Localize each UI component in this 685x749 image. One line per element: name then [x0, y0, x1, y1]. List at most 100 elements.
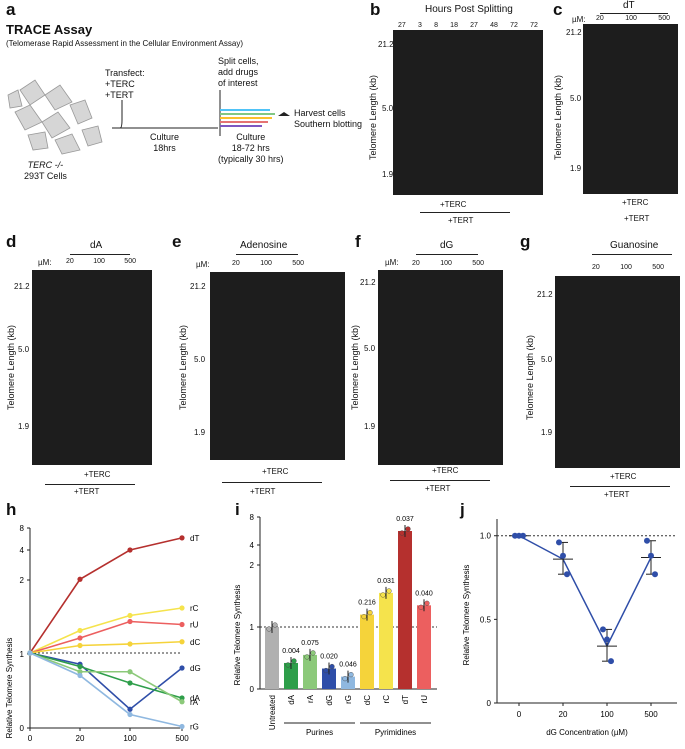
harvest-label: Harvest cells Southern blotting — [294, 108, 363, 129]
h-legend-rA: rA — [190, 698, 199, 707]
j-point — [604, 636, 610, 643]
h-point-rA — [127, 669, 133, 675]
j-point — [652, 571, 658, 578]
h-series-line-rA — [29, 652, 183, 703]
panel-letter-b: b — [370, 0, 381, 19]
gel-f-conc: 20 100 500 — [412, 260, 484, 267]
h-legend-dA: dA — [190, 694, 200, 703]
gel-e-kb-21: 21.2 — [190, 282, 206, 291]
gel-b-image — [393, 30, 543, 195]
transfect-label: Transfect: +TERC +TERT — [105, 68, 145, 100]
panel-letter-i: i — [235, 500, 240, 519]
h-xtick-label: 20 — [76, 734, 85, 743]
panel-letter-e: e — [172, 232, 182, 251]
h-point-dA — [179, 695, 185, 701]
i-point-rU — [418, 604, 424, 610]
j-ylabel: Relative Telomere Synthesis — [462, 565, 471, 666]
j-xtick-label: 100 — [600, 710, 614, 719]
h-series-line-dG — [29, 652, 183, 711]
gel-d-kb-5: 5.0 — [18, 345, 30, 354]
j-point — [608, 658, 614, 665]
gel-e-kb-19: 1.9 — [194, 428, 206, 437]
i-bar-dC — [360, 614, 374, 689]
cells-label: TERC -/- 293T Cells — [24, 160, 67, 181]
i-bar-Untreated — [265, 627, 279, 689]
i-xtick-label-dG: dG — [325, 695, 334, 706]
gel-d-conc: 20 100 500 — [66, 258, 136, 265]
i-bar-rA — [303, 654, 317, 689]
i-point-dG — [323, 667, 329, 674]
cells-illustration — [7, 79, 103, 155]
i-bar-dG — [322, 668, 336, 689]
j-xlabel: dG Concentration (µM) — [546, 728, 628, 737]
gel-e-conc: 20 100 500 — [232, 260, 304, 267]
i-pvalue-rG: 0.046 — [339, 662, 357, 669]
h-point-rG — [127, 711, 133, 718]
h-point-rU — [179, 621, 185, 628]
i-point-dT — [405, 526, 411, 532]
h-series-line-rG — [29, 652, 183, 728]
j-ytick-label: 0.5 — [480, 615, 492, 624]
chart-i: 0 1 2 4 8 Relative Telomere Synthesis Untreate… — [233, 513, 437, 737]
j-point — [560, 552, 566, 559]
i-ytick-label: 4 — [250, 541, 255, 550]
gel-f-terc: +TERC — [432, 466, 459, 475]
panel-letter-j: j — [460, 500, 465, 519]
h-ytick-label: 1 — [20, 650, 25, 659]
j-point — [600, 626, 606, 633]
gel-g-kb-19: 1.9 — [541, 428, 553, 437]
gel-b-kb-19: 1.9 — [382, 170, 394, 179]
gel-e-um: µM: — [196, 260, 210, 269]
j-point — [648, 552, 654, 559]
j-xtick-label: 0 — [517, 710, 522, 719]
chart-j: 0 0.5 1.0 0 20 100 500 dG Concentration (µM) Rel… — [462, 519, 677, 737]
gel-g-terc: +TERC — [610, 472, 637, 481]
h-point-rC — [179, 605, 185, 611]
gel-g-kb-21: 21.2 — [537, 290, 553, 299]
i-point-dT — [399, 530, 405, 536]
h-legend-rU: rU — [190, 621, 199, 630]
i-ytick-label: 2 — [250, 561, 255, 570]
h-point-rA — [77, 669, 83, 675]
gel-e-tert: +TERT — [250, 487, 276, 496]
h-ytick-label: 4 — [20, 546, 25, 555]
i-ytick-label: 8 — [250, 513, 255, 522]
j-mean-line — [518, 535, 652, 648]
panel-a-subtitle: (Telomerase Rapid Assessment in the Cell… — [6, 39, 243, 48]
h-point-dT — [179, 535, 185, 541]
i-point-dA — [291, 658, 297, 664]
gel-g-drug: Guanosine — [610, 240, 659, 251]
h-point-dT — [77, 576, 83, 582]
gel-d-kb-19: 1.9 — [18, 422, 30, 431]
h-point-rG — [27, 650, 33, 656]
h-point-dA — [127, 680, 133, 686]
gel-e-kb-5: 5.0 — [194, 355, 206, 364]
panel-letter-h: h — [6, 500, 17, 519]
i-bar-dA — [284, 662, 298, 689]
i-xtick-label-dC: dC — [363, 695, 372, 705]
i-pvalue-dC: 0.216 — [358, 600, 376, 607]
gel-f-kb-21: 21.2 — [360, 278, 376, 287]
i-point-rU — [424, 600, 430, 606]
panel-letter-a: a — [6, 0, 16, 19]
gel-d-image — [32, 270, 152, 465]
i-pvalue-rC: 0.031 — [377, 578, 395, 585]
gel-c-drug: dT — [623, 0, 635, 11]
gel-g-ylabel: Telomere Length (kb) — [525, 334, 535, 420]
h-xtick-label: 500 — [175, 734, 189, 743]
i-ylabel: Relative Telomere Synthesis — [233, 585, 242, 686]
gel-b-ylabel: Telomere Length (kb) — [368, 74, 378, 160]
h-point-rG — [179, 723, 185, 730]
i-pvalue-dA: 0.004 — [282, 648, 300, 655]
gel-c-image — [583, 24, 678, 194]
i-xtick-label-Untreated: Untreated — [268, 695, 277, 730]
h-point-rU — [127, 618, 133, 625]
i-ytick-label: 0 — [250, 685, 255, 694]
i-pvalue-dG: 0.020 — [320, 654, 338, 661]
gel-c-terc: +TERC — [622, 198, 649, 207]
j-xtick-label: 500 — [644, 710, 658, 719]
h-series-line-dT — [29, 537, 183, 654]
gel-e-terc: +TERC — [262, 467, 289, 476]
gel-b-kb-5: 5.0 — [382, 104, 394, 113]
gel-c-kb-21: 21.2 — [566, 28, 582, 37]
